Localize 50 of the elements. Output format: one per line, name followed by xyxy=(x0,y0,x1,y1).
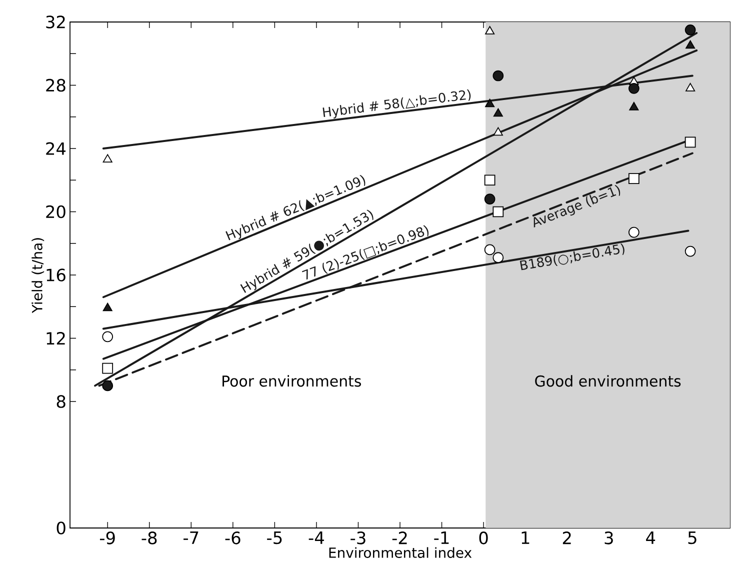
y-tick-label: 32 xyxy=(46,16,65,28)
point xyxy=(485,26,495,34)
point xyxy=(493,127,503,136)
y-tick-label: 24 xyxy=(46,142,66,155)
x-tick-label: -3 xyxy=(350,532,366,544)
point xyxy=(492,206,504,218)
x-tick-label: -8 xyxy=(142,532,157,544)
point xyxy=(484,174,496,186)
point xyxy=(684,246,696,257)
point xyxy=(102,380,114,392)
x-tick-label: -6 xyxy=(225,532,240,544)
point xyxy=(484,194,496,205)
y-tick-label: 28 xyxy=(46,78,66,92)
x-tick-label: -5 xyxy=(267,532,282,544)
point xyxy=(485,98,495,108)
y-axis-title: Yield (t/ha) xyxy=(32,238,44,314)
point xyxy=(628,226,640,238)
point xyxy=(102,302,112,312)
x-tick-label: -4 xyxy=(308,532,324,544)
text: Hybrid # 58(△;b=0.32) xyxy=(322,89,471,119)
point xyxy=(684,136,696,148)
x-tick-label: 2 xyxy=(562,532,571,544)
x-tick-label: 5 xyxy=(688,532,696,544)
x-tick-label: -1 xyxy=(434,532,449,544)
x-tick-label: 1 xyxy=(522,532,530,544)
y-tick-label: 0 xyxy=(56,522,66,534)
x-tick-label: -2 xyxy=(392,532,407,544)
y-tick-label: 20 xyxy=(46,205,66,218)
x-tick-label: 4 xyxy=(646,532,656,544)
point xyxy=(492,70,504,82)
point xyxy=(629,102,639,110)
y-tick-label: 12 xyxy=(46,332,65,345)
x-tick-label: -7 xyxy=(184,532,198,544)
point xyxy=(102,154,112,163)
point xyxy=(628,173,640,184)
x-tick-label: -9 xyxy=(100,532,115,544)
point xyxy=(493,108,503,117)
point xyxy=(686,40,696,49)
y-tick-label: 16 xyxy=(46,268,66,282)
y-tick-label: 8 xyxy=(56,395,66,408)
x-tick-label: 0 xyxy=(479,532,488,544)
band-label: Good environments xyxy=(535,375,681,387)
annotation: Poor environments xyxy=(222,375,361,387)
point xyxy=(492,252,504,264)
point xyxy=(484,244,496,256)
x-axis-title: Environmental index xyxy=(329,547,472,558)
x-tick-label: 3 xyxy=(604,532,613,544)
point xyxy=(628,82,640,94)
point xyxy=(686,82,696,92)
point xyxy=(684,24,696,36)
